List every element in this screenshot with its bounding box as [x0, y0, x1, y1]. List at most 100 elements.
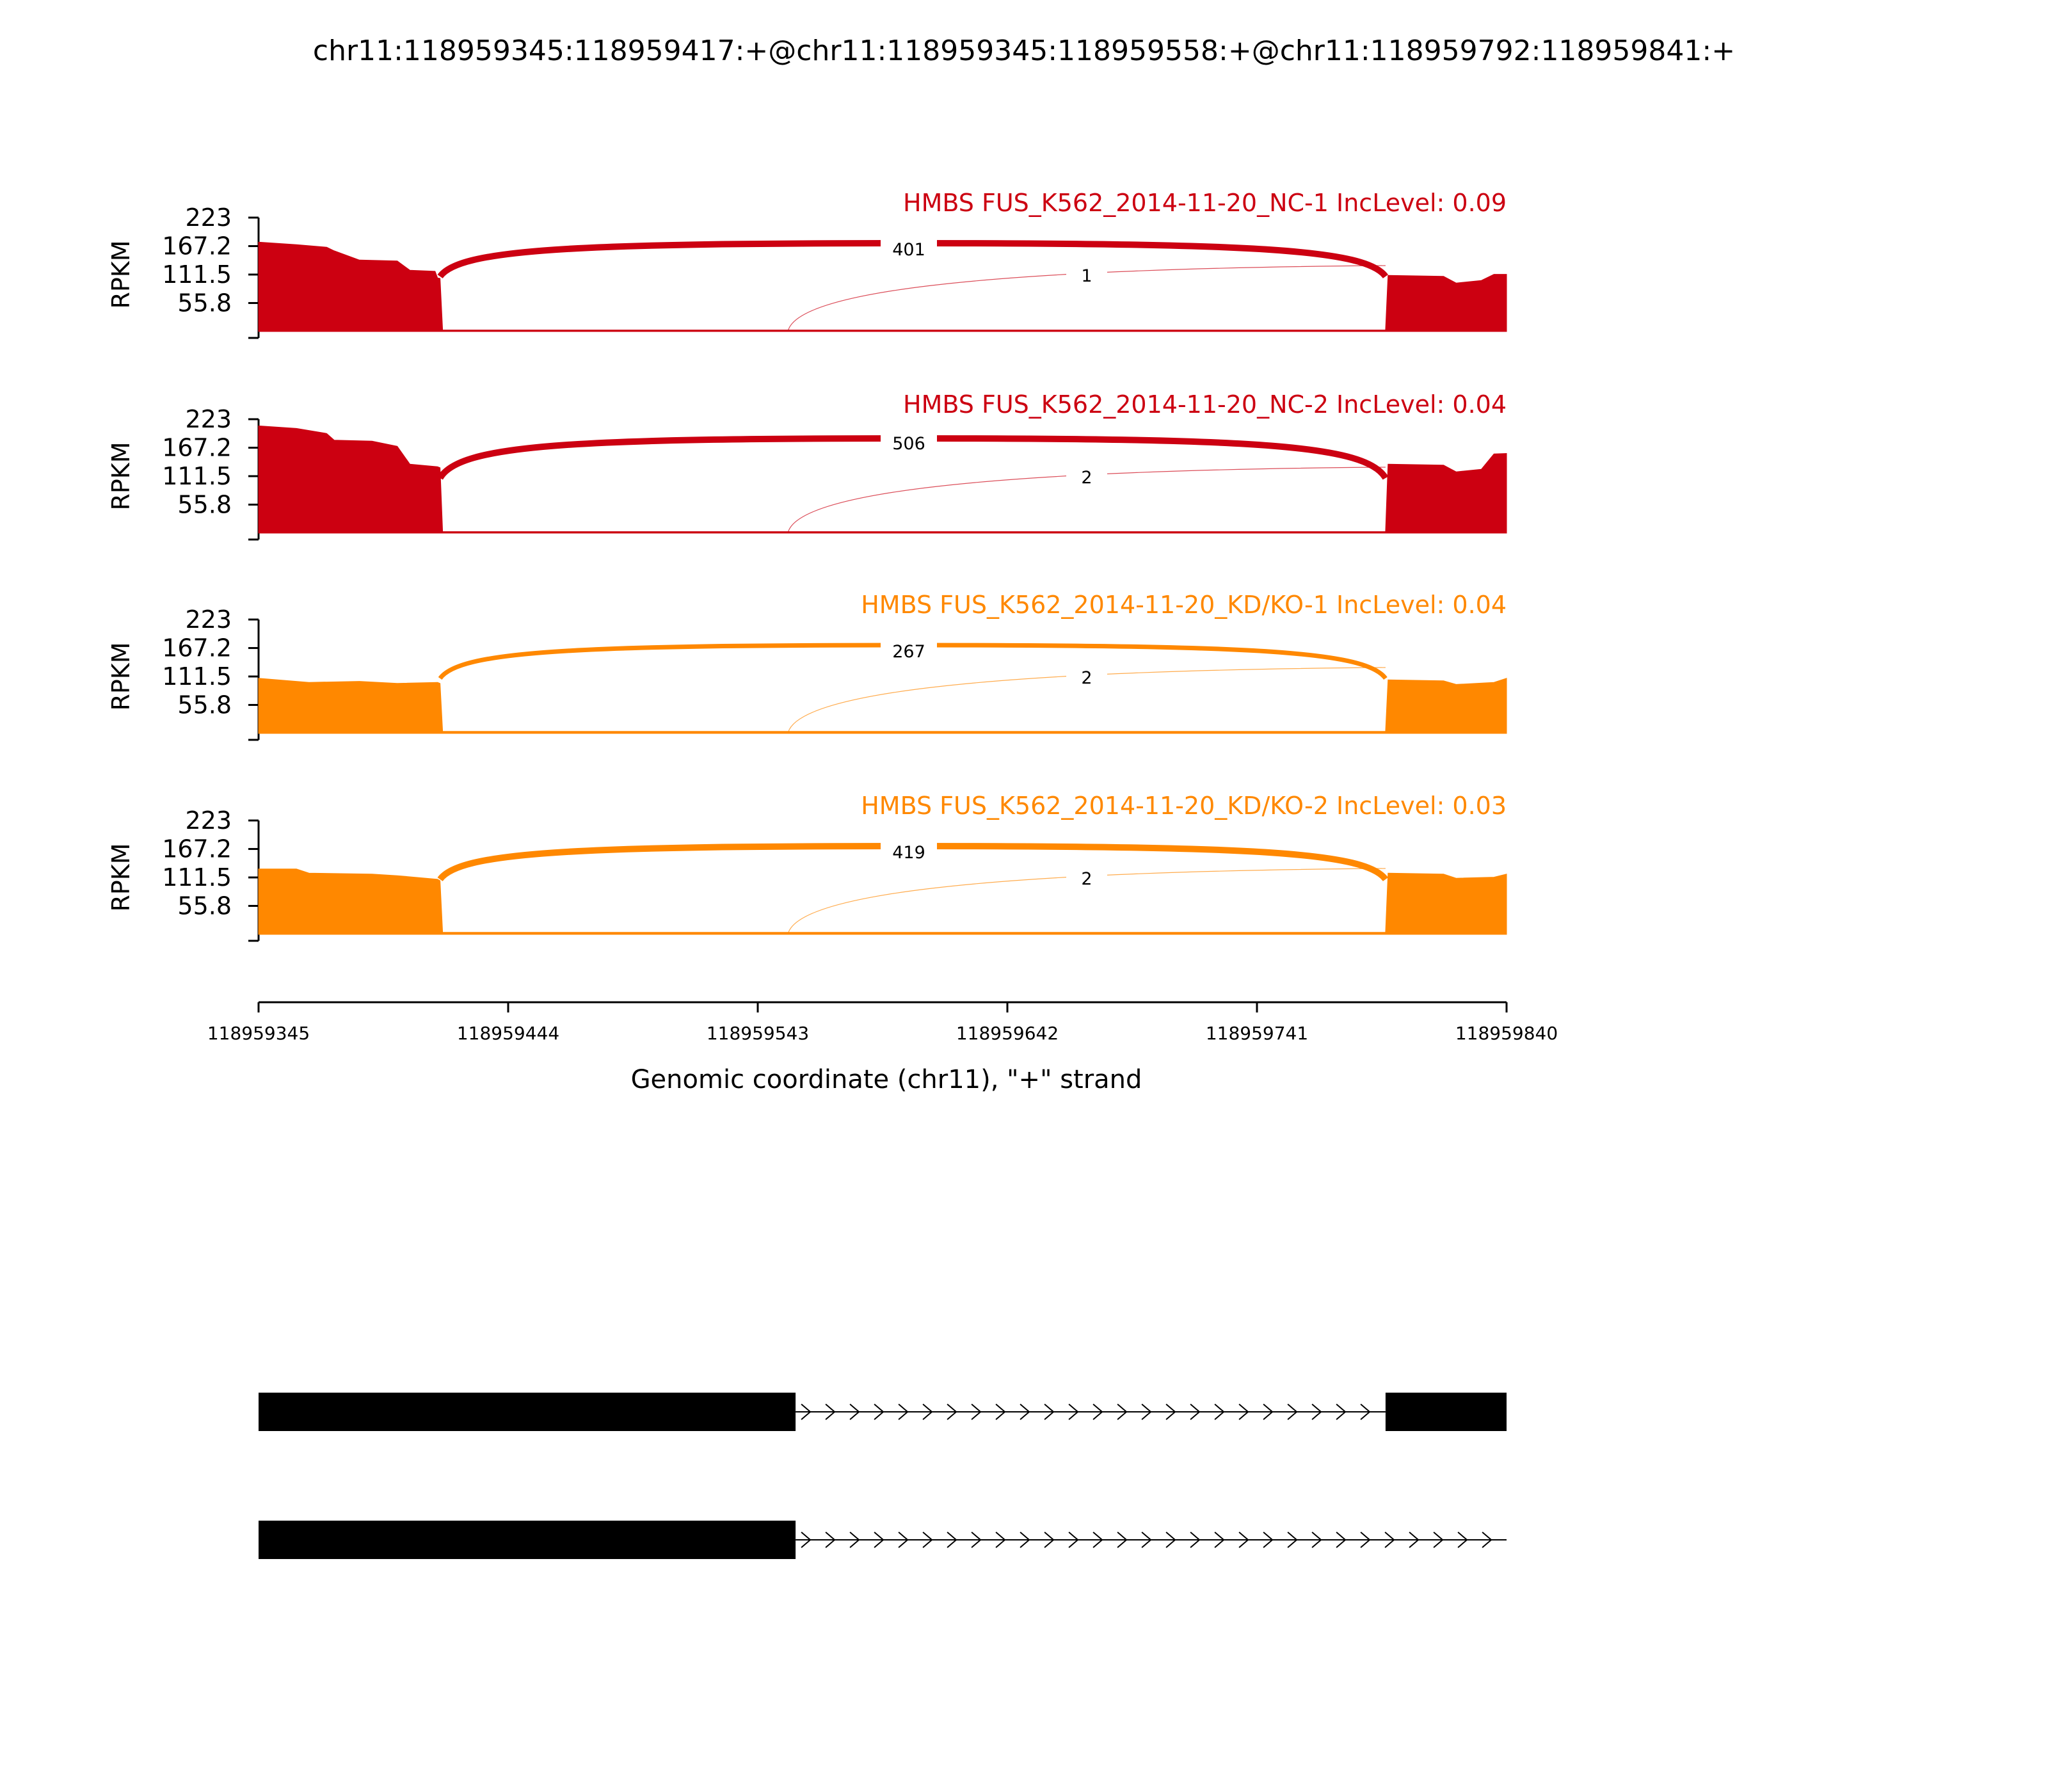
strand-arrow [1263, 1532, 1274, 1548]
strand-arrow [1117, 1404, 1128, 1420]
strand-arrow [1190, 1404, 1201, 1420]
strand-arrow [1044, 1404, 1055, 1420]
strand-arrow [1092, 1532, 1103, 1548]
junction-count-label: 419 [892, 843, 925, 863]
strand-arrow [1360, 1532, 1371, 1548]
strand-arrow [1117, 1532, 1128, 1548]
strand-arrow [849, 1404, 860, 1420]
strand-arrow [1433, 1532, 1444, 1548]
strand-arrow [922, 1404, 933, 1420]
strand-arrow [1068, 1532, 1079, 1548]
y-axis-label: RPKM [107, 843, 135, 911]
isoform-track-2 [259, 1521, 1507, 1559]
strand-arrow [1311, 1404, 1322, 1420]
exon-block [259, 1393, 796, 1431]
strand-arrow [1190, 1532, 1201, 1548]
y-tick-label: 223 [185, 405, 232, 433]
strand-arrow [801, 1532, 812, 1548]
strand-arrow [898, 1532, 909, 1548]
strand-arrow [874, 1532, 884, 1548]
strand-arrow [971, 1404, 982, 1420]
strand-arrow [898, 1404, 909, 1420]
strand-arrow [1141, 1404, 1152, 1420]
y-tick-label: 167.2 [162, 835, 232, 863]
y-tick-label: 223 [185, 605, 232, 634]
panel-title: HMBS FUS_K562_2014-11-20_KD/KO-2 IncLeve… [861, 792, 1507, 820]
x-tick-label: 118959741 [1206, 1023, 1308, 1044]
y-axis-label: RPKM [107, 240, 135, 308]
y-tick-label: 223 [185, 806, 232, 835]
x-tick-label: 118959444 [457, 1023, 559, 1044]
strand-arrow [1457, 1532, 1468, 1548]
junction-arc-skipping [787, 667, 1386, 734]
x-axis-label: Genomic coordinate (chr11), "+" strand [631, 1065, 1142, 1094]
strand-arrow [995, 1532, 1006, 1548]
x-tick-label: 118959345 [207, 1023, 310, 1044]
strand-arrow [1263, 1404, 1274, 1420]
panel-title: HMBS FUS_K562_2014-11-20_KD/KO-1 IncLeve… [861, 591, 1507, 619]
y-tick-label: 111.5 [162, 863, 232, 892]
strand-arrow [1482, 1532, 1492, 1548]
junction-label-bg [881, 838, 937, 864]
strand-arrow [947, 1404, 957, 1420]
x-tick-label: 118959840 [1455, 1023, 1558, 1044]
strand-arrow [1311, 1532, 1322, 1548]
x-tick-label: 118959543 [707, 1023, 809, 1044]
y-axis-label: RPKM [107, 442, 135, 510]
coverage-area [258, 678, 1507, 734]
y-tick-label: 55.8 [177, 892, 232, 920]
strand-arrow [971, 1532, 982, 1548]
strand-arrow [1044, 1532, 1055, 1548]
isoform-track-1 [259, 1393, 1507, 1431]
exon-block [259, 1521, 796, 1559]
strand-arrow [1165, 1532, 1176, 1548]
strand-arrow [1238, 1404, 1249, 1420]
junction-count-label: 2 [1081, 668, 1092, 688]
strand-arrow [801, 1404, 812, 1420]
strand-arrow [1336, 1404, 1347, 1420]
y-tick-label: 111.5 [162, 662, 232, 691]
junction-arc-skipping [787, 868, 1386, 935]
coverage-area [258, 241, 1507, 332]
strand-arrow [1068, 1404, 1079, 1420]
strand-arrow [825, 1532, 836, 1548]
panel-title: HMBS FUS_K562_2014-11-20_NC-1 IncLevel: … [903, 189, 1507, 217]
y-tick-label: 111.5 [162, 260, 232, 289]
coverage-area [258, 868, 1507, 935]
strand-arrow [825, 1404, 836, 1420]
x-axis: 118959345 118959444 118959543 118959642 1189… [207, 1001, 1558, 1044]
junction-label-bg [881, 637, 937, 663]
junction-label-bg [1066, 664, 1107, 689]
y-tick-label: 167.2 [162, 232, 232, 260]
junction-arc-skipping [787, 265, 1386, 332]
junction-count-label: 1 [1081, 266, 1092, 286]
exon-block [1385, 1393, 1507, 1431]
strand-arrow [1336, 1532, 1347, 1548]
junction-count-label: 506 [892, 434, 925, 454]
strand-arrow [1287, 1532, 1298, 1548]
junction-count-label: 2 [1081, 869, 1092, 889]
y-tick-label: 55.8 [177, 289, 232, 317]
strand-arrow [1214, 1404, 1225, 1420]
y-tick-label: 55.8 [177, 490, 232, 518]
junction-count-label: 2 [1081, 468, 1092, 488]
junction-arc-skipping [787, 467, 1386, 534]
strand-arrow [874, 1404, 884, 1420]
junction-label-bg [1066, 464, 1107, 488]
y-tick-label: 223 [185, 204, 232, 232]
strand-arrow [1165, 1404, 1176, 1420]
junction-count-label: 267 [892, 642, 925, 662]
junction-label-bg [881, 429, 937, 455]
isoform-tracks [259, 1393, 1507, 1559]
y-tick-label: 167.2 [162, 434, 232, 462]
y-tick-label: 55.8 [177, 691, 232, 719]
strand-arrow [1020, 1532, 1030, 1548]
junction-count-label: 401 [892, 240, 925, 260]
panel-title: HMBS FUS_K562_2014-11-20_NC-2 IncLevel: … [903, 390, 1507, 419]
y-tick-label: 167.2 [162, 634, 232, 662]
strand-arrow [947, 1532, 957, 1548]
